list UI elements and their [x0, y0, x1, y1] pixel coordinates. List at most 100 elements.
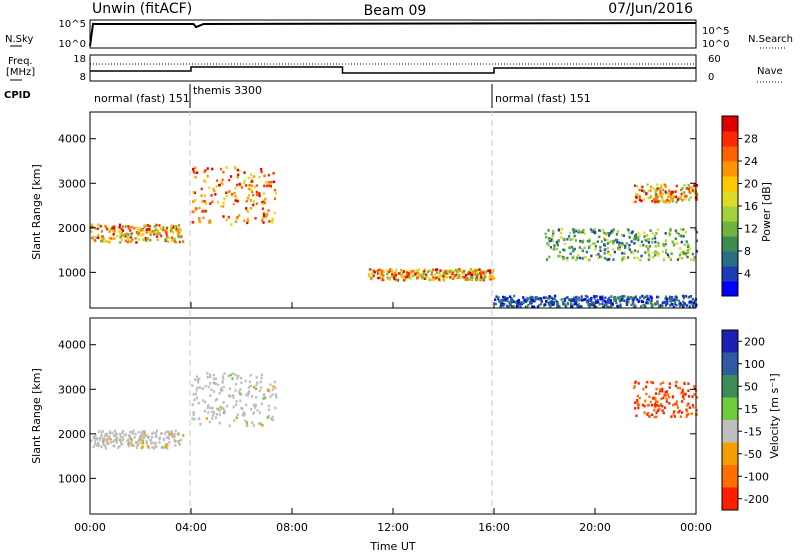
velocity-cell [255, 395, 258, 399]
velocity-cell [239, 376, 243, 380]
velocity-cell [114, 434, 117, 438]
velocity-cell [132, 429, 135, 433]
velocity-cell [195, 396, 199, 400]
power-cell [669, 258, 673, 261]
velocity-cell [108, 430, 112, 434]
velocity-cell [678, 386, 682, 390]
power-cell [515, 301, 518, 305]
power-cell [630, 231, 633, 235]
power-cell [596, 240, 599, 243]
power-cell [528, 297, 531, 300]
power-cell [623, 295, 626, 298]
power-cell [470, 273, 473, 276]
power-cell [97, 236, 100, 240]
nsky-tick-top-right: 10^5 [702, 26, 729, 37]
power-cell [482, 271, 485, 275]
power-cell [550, 239, 553, 243]
velocity-cell [126, 439, 129, 443]
velocity-cell [240, 381, 243, 385]
power-cell [520, 301, 523, 304]
power-cell [458, 276, 461, 279]
power-cell [192, 170, 195, 174]
power-cell [664, 251, 668, 255]
power-cell [576, 256, 579, 260]
power-cell [674, 299, 677, 303]
velocity-cell [94, 434, 97, 438]
power-cell [670, 252, 673, 256]
velocity-cell [656, 409, 660, 412]
power-cell [202, 216, 205, 220]
nsky-tick-bottom-right: 10^0 [702, 39, 729, 50]
power-cell [575, 258, 578, 262]
velocity-cell [254, 403, 257, 407]
colorbar-tick-label: 50 [744, 380, 758, 393]
power-cell [643, 238, 647, 242]
velocity-cell [218, 391, 221, 395]
power-cell [657, 241, 660, 245]
colorbar-tick-label: 100 [744, 358, 765, 371]
power-cell [509, 295, 512, 299]
velocity-cell [100, 435, 103, 438]
velocity-cell [124, 433, 127, 436]
power-cell [208, 186, 211, 190]
power-cell [685, 250, 688, 253]
velocity-cell [267, 389, 270, 392]
velocity-cell [253, 406, 257, 409]
power-cell [262, 221, 265, 224]
power-cell [273, 197, 277, 201]
power-cell [469, 269, 473, 273]
power-cell [397, 272, 401, 275]
power-cell [471, 276, 474, 279]
velocity-cell [685, 408, 688, 412]
power-cell [611, 302, 614, 306]
velocity-cell [691, 395, 694, 398]
ytick-label: 2000 [58, 428, 86, 441]
velocity-cell [145, 440, 148, 443]
velocity-cell [108, 431, 112, 435]
velocity-cell [222, 407, 225, 410]
velocity-cell [212, 377, 216, 381]
power-cell [681, 257, 684, 260]
power-cell [680, 192, 683, 196]
power-cell [479, 272, 482, 275]
power-cell [604, 301, 608, 304]
power-cell [670, 297, 674, 300]
velocity-cell [681, 388, 684, 391]
velocity-cell [664, 390, 667, 394]
velocity-cell [687, 382, 690, 385]
power-cell [192, 190, 195, 194]
velocity-cell [263, 396, 266, 400]
ytick-label: 3000 [58, 177, 86, 190]
power-cell [111, 226, 114, 230]
power-cell [667, 255, 670, 259]
power-cell [689, 190, 692, 193]
power-cell [611, 248, 615, 251]
power-cell [480, 275, 483, 279]
power-cell [628, 231, 631, 235]
power-cell [664, 242, 667, 246]
power-cell [686, 249, 690, 252]
power-cell [213, 189, 216, 193]
velocity-cell [243, 414, 246, 417]
power-cell [504, 299, 507, 302]
power-cell [566, 302, 570, 306]
power-cell [250, 177, 253, 181]
freq-tick-top-left: 18 [73, 54, 86, 65]
power-cell [642, 303, 645, 307]
power-cell [636, 298, 639, 301]
power-cell [673, 243, 676, 247]
power-cell [670, 197, 674, 201]
power-cell [687, 251, 690, 254]
velocity-cell [634, 401, 637, 404]
velocity-cell [645, 385, 648, 389]
power-cell [108, 228, 111, 231]
velocity-cell [221, 389, 224, 392]
power-cell [540, 297, 543, 300]
power-cell [669, 195, 672, 199]
power-cell [690, 302, 693, 306]
power-cell [644, 295, 647, 299]
velocity-cell [130, 437, 133, 441]
power-cell [654, 240, 657, 244]
velocity-cell [653, 403, 657, 407]
power-cell [628, 243, 631, 247]
